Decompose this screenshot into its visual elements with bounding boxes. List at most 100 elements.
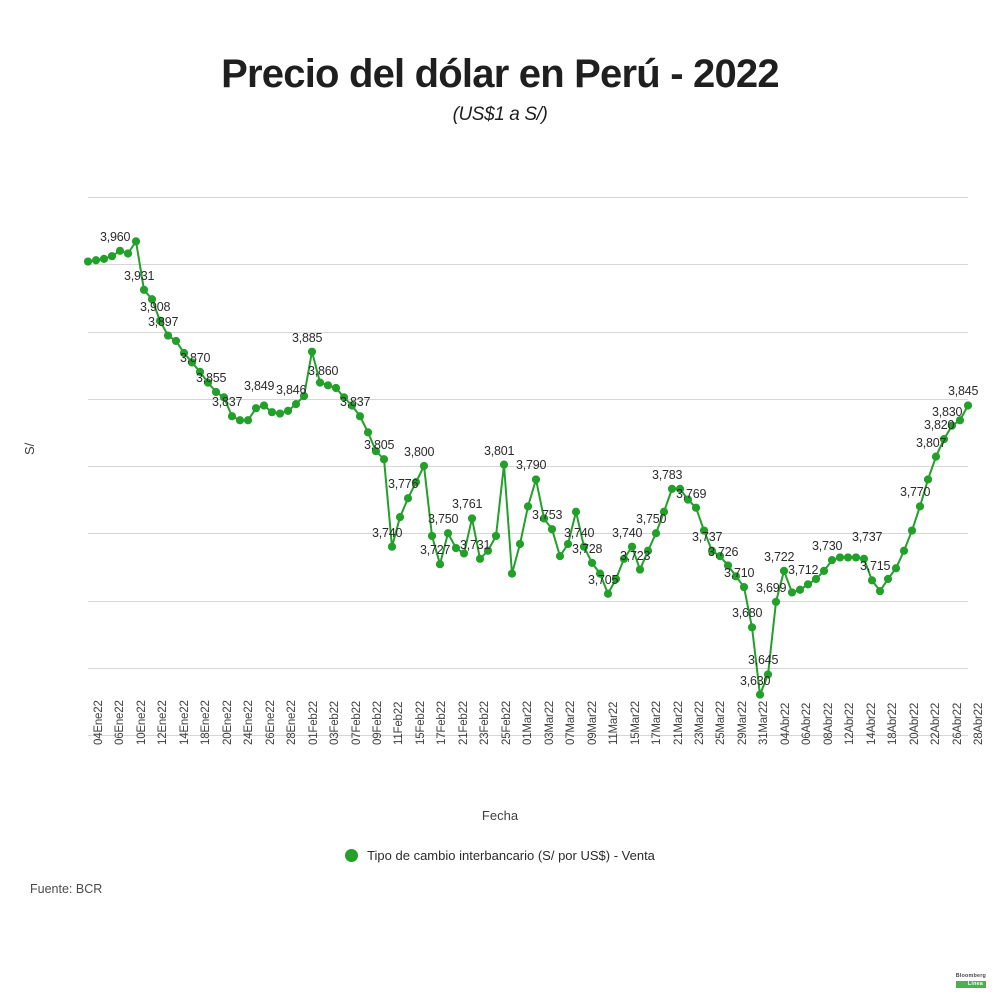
data-point-label: 3,931 xyxy=(124,268,155,283)
chart-title: Precio del dólar en Perú - 2022 xyxy=(221,52,779,96)
watermark-line1: Bloomberg xyxy=(955,973,986,980)
x-axis-tick-label: 07Feb22 xyxy=(350,701,363,745)
x-axis-tick-label: 15Mar22 xyxy=(629,701,642,745)
x-axis-tick-label: 07Mar22 xyxy=(565,701,578,745)
data-point-label: 3,712 xyxy=(788,563,819,578)
data-point-label: 3,849 xyxy=(244,379,275,394)
x-axis-tick-label: 10Ene22 xyxy=(135,700,148,745)
data-point-label: 3,705 xyxy=(588,572,619,587)
data-point-label: 3,776 xyxy=(388,477,419,492)
x-axis-tick-label: 01Feb22 xyxy=(307,701,320,745)
gridline xyxy=(88,667,968,669)
data-point-label: 3,870 xyxy=(180,350,211,365)
x-axis-tick-label: 08Abr22 xyxy=(822,702,835,745)
gridline xyxy=(88,600,968,602)
data-point-label: 3,737 xyxy=(852,529,883,544)
data-point-label: 3,885 xyxy=(292,330,323,345)
data-point-label: 3,769 xyxy=(676,486,707,501)
x-axis-tick-label: 28Ene22 xyxy=(286,700,299,745)
x-axis-tick-label: 12Ene22 xyxy=(157,700,170,745)
data-point-label: 3,730 xyxy=(812,539,843,554)
x-axis-tick-label: 24Ene22 xyxy=(243,700,256,745)
data-point-label: 3,728 xyxy=(572,541,603,556)
x-axis-tick-label: 26Ene22 xyxy=(264,700,277,745)
data-point-label: 3,740 xyxy=(372,525,403,540)
data-point-label: 3,800 xyxy=(404,445,435,459)
data-point-label: 3,630 xyxy=(740,673,771,688)
x-axis-tick-label: 04Abr22 xyxy=(779,702,792,745)
data-point-label: 3,753 xyxy=(532,508,563,523)
data-point-label: 3,750 xyxy=(636,512,667,527)
x-axis-tick-label: 04Ene22 xyxy=(93,700,105,745)
data-point-label: 3,723 xyxy=(620,548,651,563)
x-axis-tick-label: 06Abr22 xyxy=(801,702,814,745)
chart-header: Precio del dólar en Perú - 2022 (US$1 a … xyxy=(0,52,1000,126)
data-point-label: 3,960 xyxy=(100,229,131,244)
gridline xyxy=(88,735,968,736)
data-point-label: 3,699 xyxy=(756,580,787,595)
x-axis-tick-label: 03Feb22 xyxy=(329,701,342,745)
watermark-line2: Línea xyxy=(955,980,986,988)
data-point-label: 3,897 xyxy=(148,314,179,329)
x-axis-tick-label: 14Abr22 xyxy=(865,702,878,745)
x-axis-tick-label: 21Feb22 xyxy=(457,701,470,745)
x-axis-tick-label: 26Abr22 xyxy=(951,702,964,745)
x-axis-tick-label: 17Mar22 xyxy=(651,701,664,745)
data-point-label: 3,740 xyxy=(564,525,595,540)
x-axis-tick-label: 23Mar22 xyxy=(693,701,706,745)
x-axis-tick-label: 20Ene22 xyxy=(221,700,234,745)
chart-legend: Tipo de cambio interbancario (S/ por US$… xyxy=(0,848,1000,863)
data-point-label: 3,783 xyxy=(652,467,683,482)
x-axis-tick-label: 11Feb22 xyxy=(393,701,406,745)
x-axis-title: Fecha xyxy=(481,808,519,823)
chart-subtitle: (US$1 a S/) xyxy=(452,104,548,125)
x-axis-tick-label: 20Abr22 xyxy=(908,702,921,745)
data-point-label: 3,680 xyxy=(732,606,763,621)
gridline xyxy=(88,331,968,333)
data-point-label: 3,790 xyxy=(516,458,547,473)
data-point-label: 3,710 xyxy=(724,566,755,581)
gridline xyxy=(88,264,968,266)
x-axis-tick-label: 25Mar22 xyxy=(715,701,728,745)
gridline xyxy=(88,197,968,198)
data-point-label: 3,801 xyxy=(484,443,515,458)
data-point-label: 3,855 xyxy=(196,371,227,386)
y-axis-title: S/ xyxy=(22,442,37,455)
x-axis-tick-label: 17Feb22 xyxy=(436,701,449,745)
data-point-label: 3,726 xyxy=(708,544,739,559)
data-point-label: 3,845 xyxy=(948,384,979,399)
data-point-label: 3,837 xyxy=(212,395,243,410)
x-axis-tick-label: 03Mar22 xyxy=(543,701,556,745)
data-point-label: 3,722 xyxy=(764,549,795,564)
x-axis-tick-label: 28Abr22 xyxy=(973,702,985,745)
data-point-label: 3,727 xyxy=(420,543,451,558)
source-note: Fuente: BCR xyxy=(30,882,103,896)
watermark-logo: Bloomberg Línea xyxy=(955,973,986,988)
x-axis-tick-label: 18Ene22 xyxy=(200,700,213,745)
x-axis-tick-label: 01Mar22 xyxy=(522,701,535,745)
data-point-label: 3,837 xyxy=(340,395,371,410)
data-point-label: 3,645 xyxy=(748,653,779,668)
x-axis-tick-label: 15Feb22 xyxy=(414,701,427,745)
data-point-label: 3,731 xyxy=(460,537,491,552)
x-axis-tick-label: 18Abr22 xyxy=(887,702,900,745)
gridline xyxy=(88,533,968,535)
data-point-label: 3,805 xyxy=(364,438,395,453)
data-point-label: 3,908 xyxy=(140,299,171,314)
x-axis-tick-label: 12Abr22 xyxy=(844,702,857,745)
data-point-label: 3,740 xyxy=(612,525,643,540)
x-axis-tick-label: 14Ene22 xyxy=(178,700,191,745)
legend-marker-icon xyxy=(345,849,359,862)
x-axis-tick-label: 29Mar22 xyxy=(736,701,749,745)
x-axis-tick-label: 09Mar22 xyxy=(586,701,599,745)
x-axis-tick-label: 11Mar22 xyxy=(608,701,621,745)
data-point-label: 3,807 xyxy=(916,435,947,450)
x-axis-tick-label: 21Mar22 xyxy=(672,701,685,745)
data-point-label: 3,750 xyxy=(428,512,459,527)
x-axis-tick-label: 31Mar22 xyxy=(758,701,771,745)
x-axis-tick-label: 25Feb22 xyxy=(500,701,513,745)
x-axis-tick-label: 22Abr22 xyxy=(930,702,943,745)
x-axis-tick-label: 09Feb22 xyxy=(372,701,385,745)
data-point-label: 3,770 xyxy=(900,485,931,500)
